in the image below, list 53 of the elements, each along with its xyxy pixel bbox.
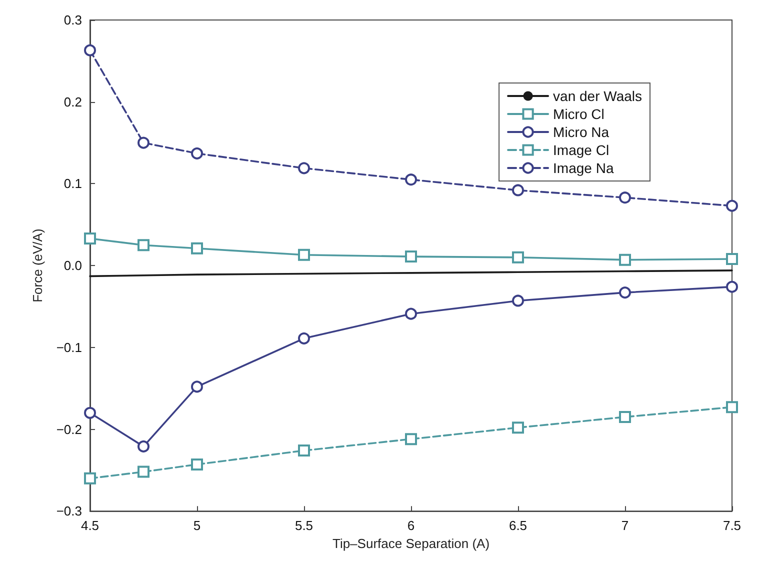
point (84, 472, 96, 484)
point (298, 248, 310, 261)
point (298, 444, 310, 457)
point (619, 286, 631, 299)
y-tick-label: 0.2 (64, 94, 82, 110)
legend-label: Micro Na (553, 124, 610, 140)
legend-label: van der Waals (553, 88, 642, 104)
point (138, 440, 150, 452)
point (138, 136, 150, 149)
y-axis-title: Force (eV/A) (30, 228, 45, 302)
point (726, 253, 738, 265)
y-tick-label: 0.3 (64, 12, 82, 28)
point (84, 232, 96, 245)
point (298, 332, 310, 344)
point (512, 184, 524, 196)
point (405, 174, 417, 186)
point (191, 242, 203, 254)
x-tick-label: 6.5 (508, 518, 528, 534)
point (726, 280, 738, 293)
point (405, 250, 417, 263)
point (138, 466, 150, 478)
y-tick-label: −0.2 (56, 422, 82, 437)
point (726, 200, 738, 212)
x-tick-label: 5 (193, 518, 201, 534)
point (619, 192, 631, 204)
point (619, 254, 631, 266)
point (619, 410, 631, 423)
point (512, 422, 524, 434)
point (191, 458, 203, 470)
x-tick-label: 6 (407, 518, 415, 534)
x-tick-label: 5.5 (294, 518, 314, 534)
point (84, 44, 96, 56)
point (512, 294, 524, 307)
point (405, 433, 417, 446)
point (298, 162, 310, 174)
point (726, 401, 738, 414)
point (138, 239, 150, 252)
x-tick-label: 4.5 (80, 518, 100, 534)
point (405, 308, 417, 320)
point (191, 380, 203, 393)
x-tick-label: 7 (621, 518, 629, 534)
x-tick-label: 7.5 (722, 518, 742, 534)
legend-label: Image Na (553, 160, 614, 176)
legend-label: Micro Cl (553, 106, 604, 122)
y-tick-label: 0.1 (64, 176, 82, 192)
point (512, 251, 524, 264)
y-tick-label: −0.3 (56, 504, 82, 519)
legend-label: Image Cl (553, 142, 610, 158)
x-axis-title: Tip–Surface Separation (A) (332, 536, 490, 551)
y-tick-label: −0.1 (56, 340, 82, 355)
point (84, 406, 96, 419)
y-tick-label: 0.0 (64, 258, 82, 274)
point (191, 147, 203, 160)
